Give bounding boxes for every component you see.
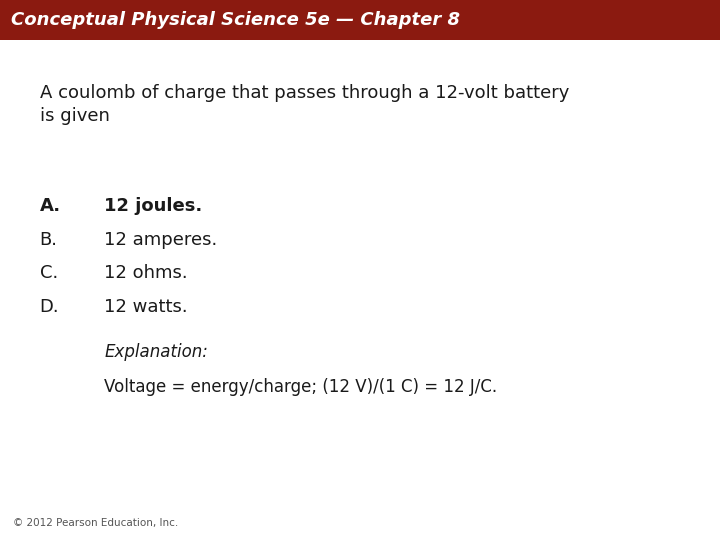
Text: © 2012 Pearson Education, Inc.: © 2012 Pearson Education, Inc. [13, 518, 179, 528]
Text: D.: D. [40, 298, 59, 315]
Text: C.: C. [40, 264, 58, 282]
Text: A coulomb of charge that passes through a 12-volt battery
is given: A coulomb of charge that passes through … [40, 84, 569, 125]
Text: Voltage = energy/charge; (12 V)/(1 C) = 12 J/C.: Voltage = energy/charge; (12 V)/(1 C) = … [104, 378, 498, 396]
Bar [0, 0, 720, 40]
Text: B.: B. [40, 231, 58, 248]
Text: A.: A. [40, 197, 60, 215]
Text: Explanation:: Explanation: [104, 343, 208, 361]
Text: 12 joules.: 12 joules. [104, 197, 202, 215]
Text: 12 amperes.: 12 amperes. [104, 231, 217, 248]
Text: 12 ohms.: 12 ohms. [104, 264, 188, 282]
Text: 12 watts.: 12 watts. [104, 298, 188, 315]
Text: Conceptual Physical Science 5e — Chapter 8: Conceptual Physical Science 5e — Chapter… [11, 11, 460, 29]
